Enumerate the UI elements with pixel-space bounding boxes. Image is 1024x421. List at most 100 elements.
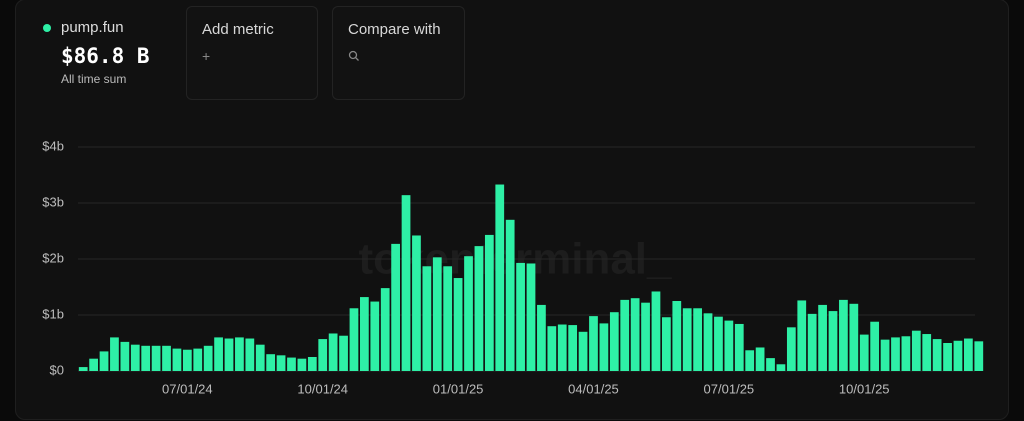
- bar: [235, 337, 244, 371]
- bar: [922, 334, 932, 371]
- bar: [89, 358, 98, 371]
- bar: [99, 351, 109, 371]
- bar: [828, 311, 838, 371]
- bar: [110, 337, 119, 371]
- bar: [807, 313, 817, 371]
- bar: [703, 313, 713, 371]
- bar: [776, 364, 786, 371]
- add-metric-label: Add metric: [202, 21, 274, 38]
- bar: [297, 358, 307, 371]
- bar: [380, 288, 390, 371]
- bar: [495, 184, 505, 371]
- bar: [255, 344, 265, 371]
- bar: [318, 339, 328, 371]
- y-tick-label: $0: [50, 362, 64, 377]
- bar: [672, 301, 682, 371]
- bar: [797, 300, 807, 371]
- bar: [734, 323, 744, 371]
- bar: [151, 345, 161, 371]
- bar: [224, 338, 234, 371]
- bar: [287, 357, 296, 371]
- bar: [130, 344, 140, 371]
- bar: [911, 330, 921, 371]
- bar: [662, 317, 671, 371]
- x-tick-label: 07/01/25: [704, 381, 755, 396]
- bar: [859, 334, 869, 371]
- bar: [412, 235, 421, 371]
- bar: [714, 316, 723, 371]
- compare-with-button[interactable]: Compare with: [332, 6, 465, 100]
- bar: [849, 303, 859, 371]
- bar: [203, 345, 213, 371]
- bar: [547, 326, 557, 371]
- bar: [953, 340, 963, 371]
- bar: [484, 234, 494, 371]
- bar: [839, 299, 848, 371]
- bar: [786, 327, 796, 371]
- total-value: $86.8 B: [61, 44, 150, 68]
- bar: [516, 262, 525, 371]
- project-name: pump.fun: [61, 19, 124, 36]
- plus-icon: +: [202, 48, 211, 64]
- bar: [360, 297, 369, 371]
- bar: [578, 331, 588, 371]
- bar: [745, 350, 755, 371]
- bar: [349, 308, 359, 371]
- bar: [557, 324, 567, 371]
- bar: [339, 335, 348, 371]
- bar: [370, 301, 380, 371]
- bar: [172, 348, 182, 371]
- bar: [78, 367, 88, 371]
- bar: [693, 308, 702, 371]
- bar: [474, 246, 484, 371]
- bar: [214, 337, 223, 371]
- bar: [766, 358, 775, 371]
- y-tick-label: $3b: [42, 194, 64, 209]
- bar: [818, 304, 827, 371]
- bar: [943, 343, 952, 371]
- x-tick-label: 10/01/24: [297, 381, 348, 396]
- bar: [589, 316, 598, 371]
- bar: [620, 299, 630, 371]
- bar: [974, 341, 984, 371]
- bar: [682, 308, 692, 371]
- bar: [401, 195, 411, 371]
- bar: [432, 257, 442, 371]
- search-icon: [348, 50, 359, 61]
- total-caption: All time sum: [61, 72, 127, 86]
- bar: [505, 219, 515, 371]
- bar: [609, 312, 619, 371]
- bar: [964, 338, 973, 371]
- x-tick-label: 04/01/25: [568, 381, 619, 396]
- bar: [932, 339, 942, 371]
- add-metric-button[interactable]: Add metric +: [186, 6, 318, 100]
- bar: [880, 339, 890, 371]
- bar: [891, 337, 900, 371]
- bar: [141, 345, 151, 371]
- bar: [630, 298, 640, 371]
- bar: [537, 304, 546, 371]
- bar: [526, 263, 536, 371]
- bar: [599, 323, 609, 371]
- bar: [245, 338, 255, 371]
- bar: [276, 355, 286, 371]
- bar: [120, 341, 130, 371]
- x-tick-label: 01/01/25: [433, 381, 484, 396]
- bar: [755, 347, 765, 371]
- bar: [391, 243, 400, 371]
- y-tick-label: $1b: [42, 306, 64, 321]
- bar: [307, 357, 317, 371]
- bar: [641, 302, 650, 371]
- bar: [651, 291, 661, 371]
- bar: [162, 345, 171, 371]
- compare-with-label: Compare with: [348, 21, 441, 38]
- bar: [443, 266, 453, 371]
- bar: [453, 278, 463, 371]
- bar: [182, 349, 192, 371]
- bar: [193, 348, 203, 371]
- legend-dot: [43, 24, 51, 32]
- bar: [870, 321, 880, 371]
- y-tick-label: $4b: [42, 138, 64, 153]
